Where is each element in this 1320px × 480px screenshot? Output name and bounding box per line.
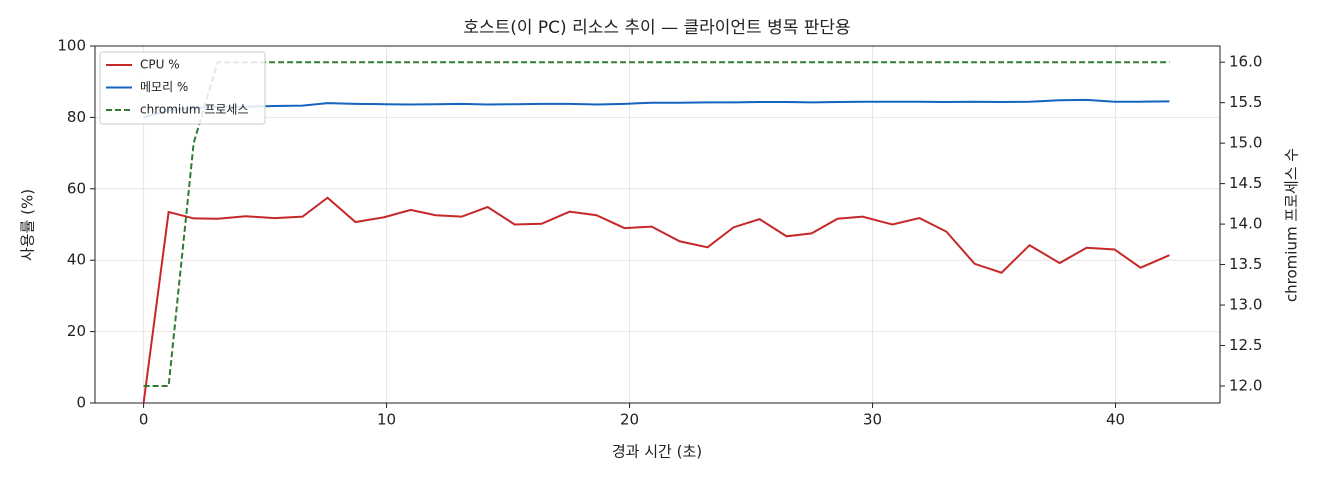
y2-tick-label: 13.5: [1229, 255, 1262, 273]
legend-label: chromium 프로세스: [140, 103, 249, 117]
series-line: [142, 196, 1170, 404]
y-axis-label: 사용률 (%): [19, 189, 37, 261]
legend-box: [99, 51, 266, 125]
legend-label: 메모리 %: [140, 80, 188, 94]
y2-tick-label: 15.5: [1229, 93, 1262, 111]
x-tick-label: 30: [863, 411, 882, 429]
x-axis-label: 경과 시간 (초): [612, 443, 702, 461]
chart-title: 호스트(이 PC) 리소스 추이 — 클라이언트 병목 판단용: [463, 18, 850, 38]
x-tick-label: 20: [620, 411, 639, 429]
y-tick-label: 60: [67, 179, 86, 197]
y2-tick-label: 16.0: [1229, 53, 1262, 71]
y2-tick-label: 13.0: [1229, 296, 1262, 314]
y-tick-label: 80: [67, 108, 86, 126]
y2-axis-label: chromium 프로세스 수: [1283, 148, 1301, 302]
y-tick-label: 20: [67, 322, 86, 340]
x-tick-label: 10: [377, 411, 396, 429]
y2-tick-label: 14.5: [1229, 174, 1262, 192]
plot-frame: [94, 45, 1221, 404]
x-tick-label: 40: [1106, 411, 1125, 429]
y2-tick-label: 15.0: [1229, 134, 1262, 152]
y-tick-label: 40: [67, 251, 86, 269]
series-line: [143, 98, 1170, 119]
x-tick-label: 0: [139, 411, 149, 429]
y-tick-label: 0: [76, 394, 86, 412]
y2-tick-label: 12.5: [1229, 336, 1262, 354]
y-tick-label: 100: [57, 37, 86, 55]
legend-label: CPU %: [140, 58, 180, 72]
y2-tick-label: 12.0: [1229, 377, 1262, 395]
y2-tick-label: 14.0: [1229, 215, 1262, 233]
series-line: [143, 61, 1170, 387]
